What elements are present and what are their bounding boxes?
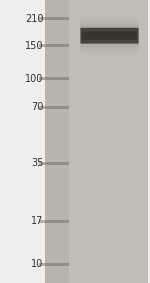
Text: 210: 210 [25, 14, 44, 24]
FancyBboxPatch shape [80, 26, 139, 46]
Text: 35: 35 [31, 158, 44, 168]
Bar [45, 0, 148, 283]
Bar [45, 220, 69, 223]
Text: 100: 100 [25, 74, 44, 83]
FancyBboxPatch shape [80, 24, 139, 47]
Bar [45, 263, 69, 266]
Bar [39, 106, 45, 109]
Bar [45, 77, 69, 80]
Bar [69, 0, 148, 283]
Bar [39, 220, 45, 223]
FancyBboxPatch shape [80, 28, 139, 44]
FancyBboxPatch shape [82, 32, 137, 40]
Bar [45, 0, 69, 283]
Text: 10: 10 [31, 259, 44, 269]
Text: kDa: kDa [24, 0, 44, 1]
Bar [45, 106, 69, 109]
Bar [45, 44, 69, 47]
Text: 70: 70 [31, 102, 44, 112]
Text: 150: 150 [25, 41, 44, 51]
Bar [39, 263, 45, 266]
Bar [39, 162, 45, 165]
Bar [45, 17, 69, 20]
Bar [39, 44, 45, 47]
Bar [39, 77, 45, 80]
Text: 17: 17 [31, 216, 44, 226]
Bar [45, 162, 69, 165]
Bar [39, 17, 45, 20]
FancyBboxPatch shape [80, 22, 139, 49]
